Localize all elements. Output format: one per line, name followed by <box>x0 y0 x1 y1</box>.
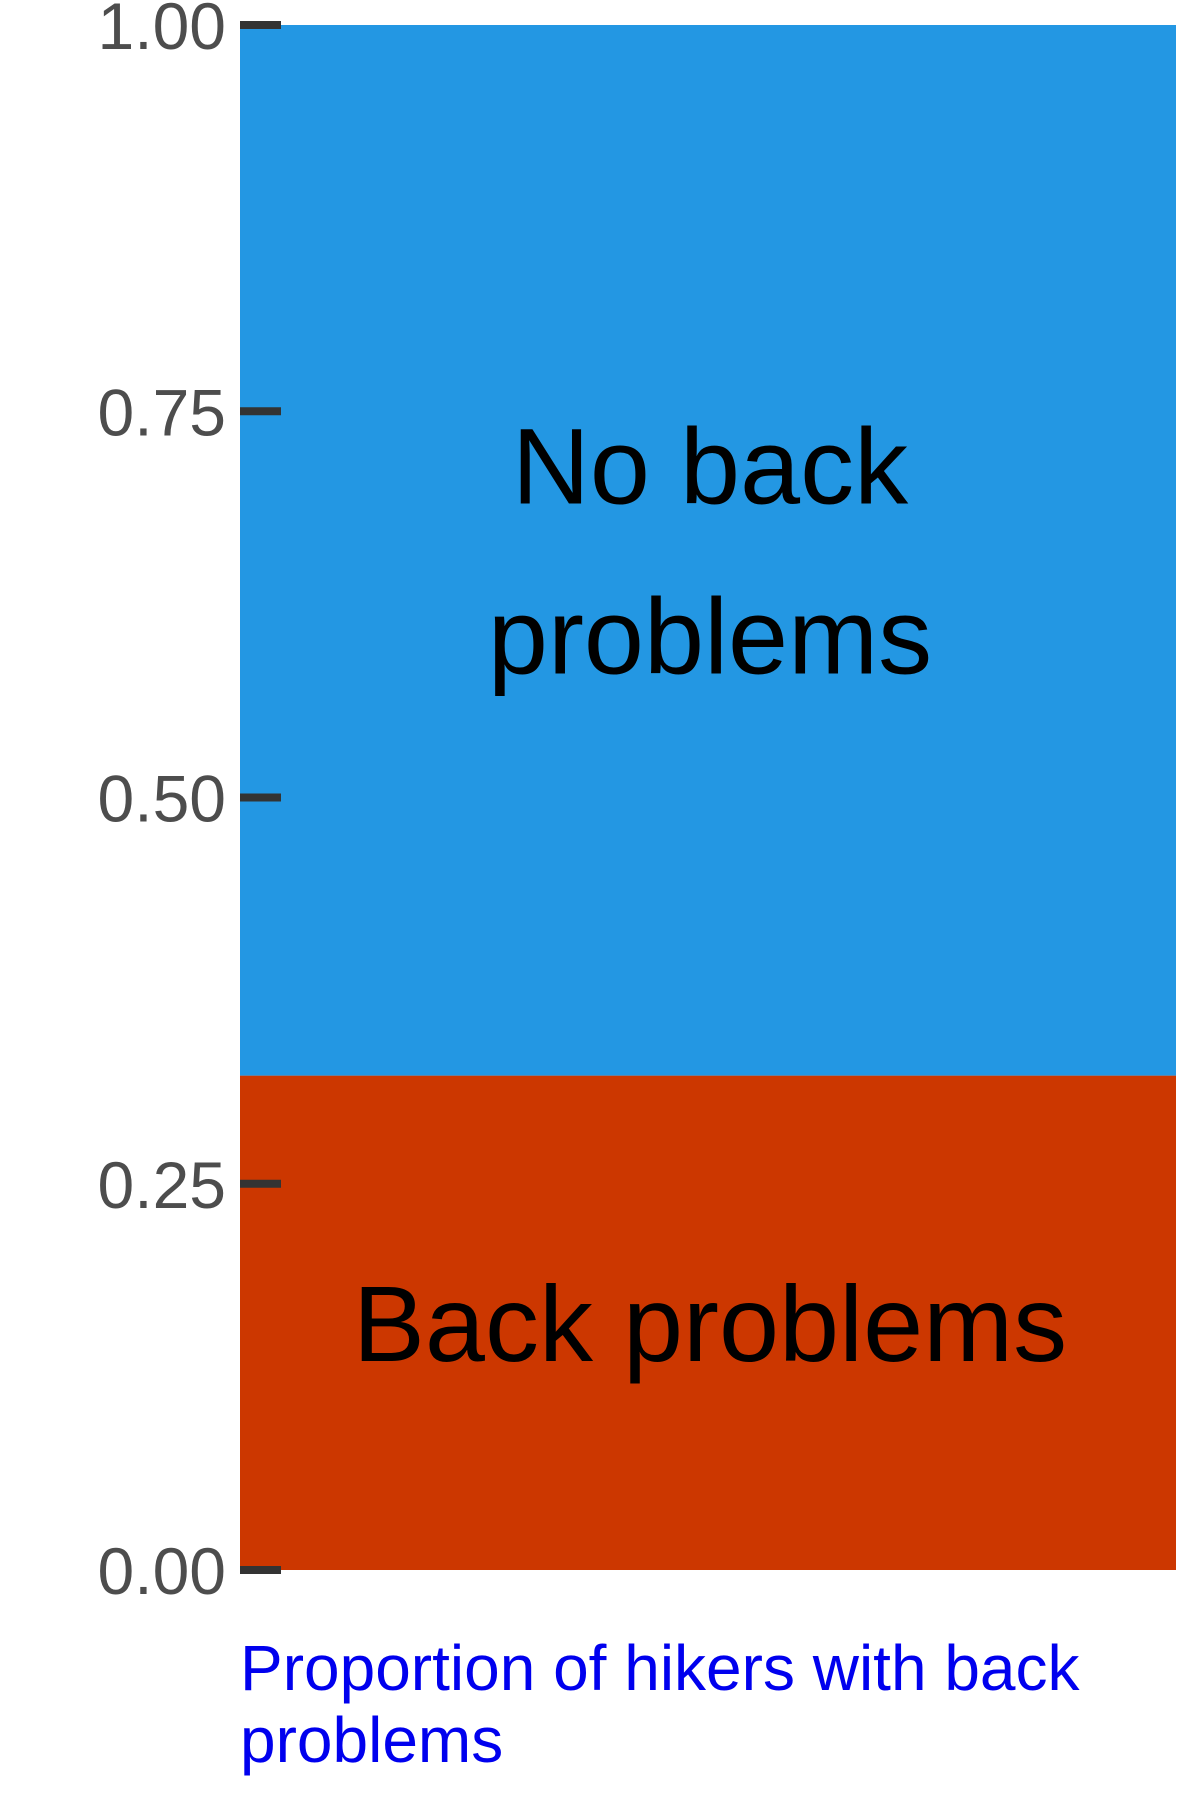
segment-label-no-back-problems: No back problems <box>488 405 932 696</box>
y-tick-label: 0.50 <box>98 762 226 836</box>
segment-label-line: problems <box>488 575 932 696</box>
y-tick-label: 0.25 <box>98 1148 226 1222</box>
segment-label-line: Back problems <box>353 1263 1067 1384</box>
bar-segments: Back problems No back problems <box>240 25 1176 1570</box>
segment-label-back-problems: Back problems <box>353 1263 1067 1384</box>
bar-segment-back-problems <box>240 1075 1176 1570</box>
chart-caption: Proportion of hikers with back problems <box>240 1632 1080 1776</box>
bar-segment-no-back-problems <box>240 25 1176 1076</box>
y-tick-label: 0.00 <box>98 1534 226 1608</box>
segment-label-line: No back <box>512 405 909 526</box>
y-axis: 0.00 0.25 0.50 0.75 1.00 <box>98 0 281 1608</box>
y-tick-label: 1.00 <box>98 0 226 63</box>
y-tick-label: 0.75 <box>98 375 226 449</box>
